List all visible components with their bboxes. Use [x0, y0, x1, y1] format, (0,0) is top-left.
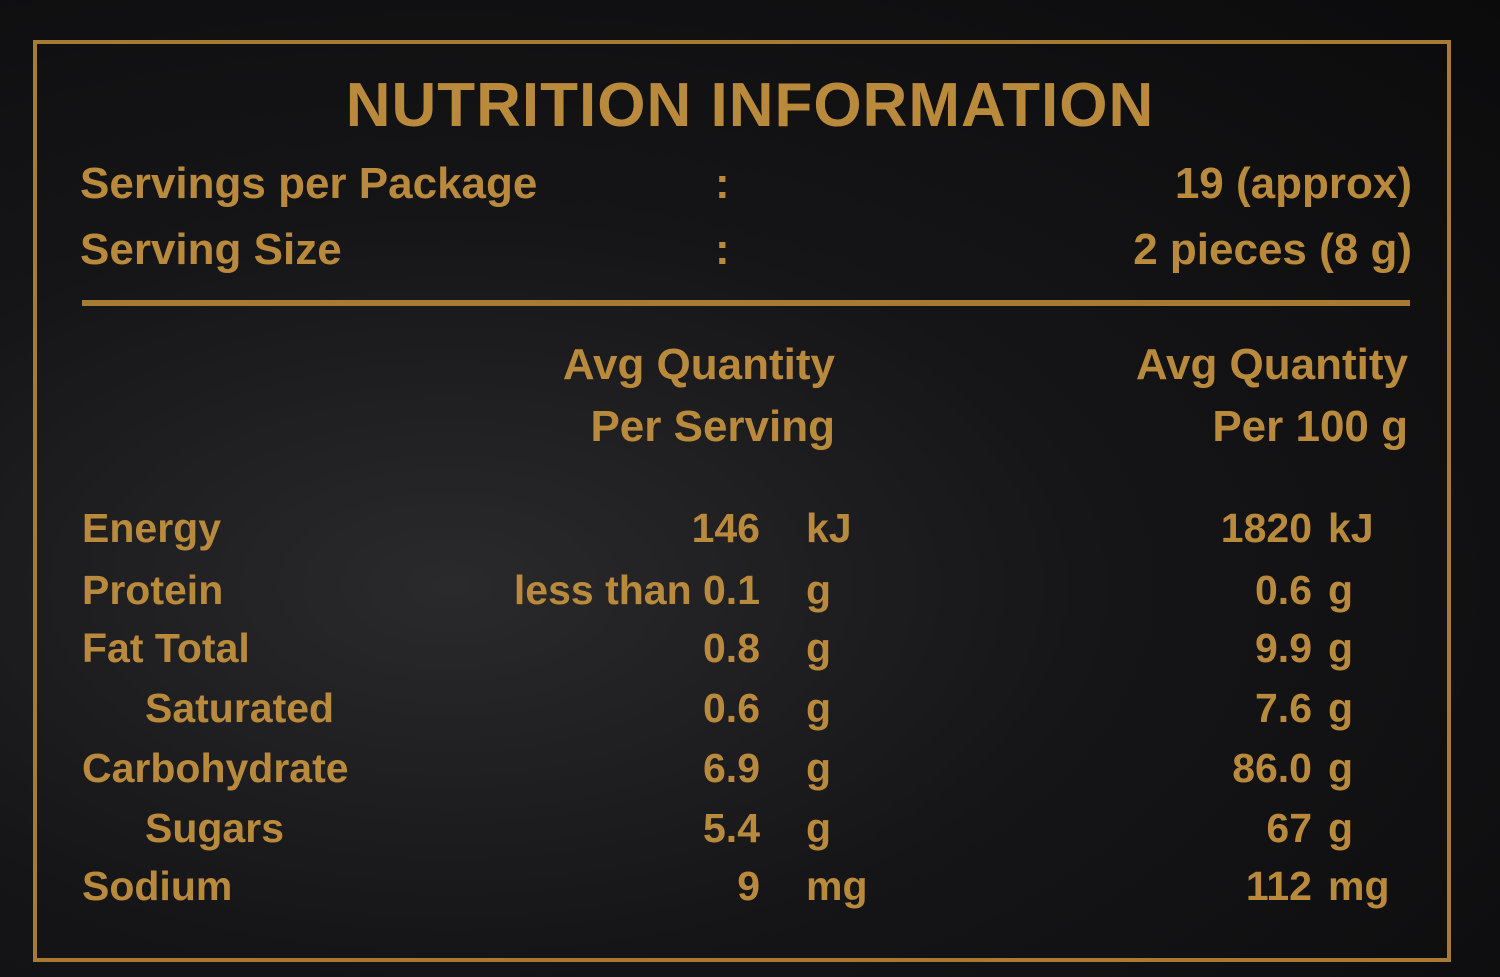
per-serving-unit: g [806, 685, 832, 731]
per-100g-qty: 67 [1266, 805, 1312, 851]
per-100g-unit: g [1328, 745, 1354, 791]
per-serving-qty: 146 [691, 505, 760, 551]
serving-label: Serving Size [80, 225, 342, 274]
per-serving-qty: 0.6 [703, 685, 760, 731]
separator: : [715, 225, 730, 274]
border [33, 40, 1451, 962]
per-100g-unit: g [1328, 685, 1354, 731]
column-header: Avg Quantity [562, 340, 835, 389]
nutrient-name: Energy [82, 505, 221, 551]
per-100g-qty: 7.6 [1255, 685, 1312, 731]
serving-value: 2 pieces (8 g) [1133, 225, 1412, 274]
per-serving-qty: 0.8 [703, 625, 760, 671]
separator: : [715, 159, 730, 208]
nutrient-name: Sugars [145, 805, 284, 851]
divider [82, 300, 1410, 306]
per-100g-qty: 9.9 [1255, 625, 1312, 671]
per-serving-unit: g [806, 805, 832, 851]
per-serving-unit: g [806, 625, 832, 671]
serving-value: 19 (approx) [1174, 159, 1412, 208]
per-100g-unit: g [1328, 805, 1354, 851]
per-100g-qty: 0.6 [1255, 567, 1312, 613]
per-100g-unit: mg [1328, 863, 1390, 909]
per-serving-unit: kJ [806, 505, 852, 551]
per-100g-qty: 86.0 [1232, 745, 1312, 791]
per-serving-qty: 5.4 [703, 805, 760, 851]
nutrient-name: Fat Total [82, 625, 250, 671]
column-header: Per Serving [590, 402, 835, 451]
nutrient-name: Carbohydrate [82, 745, 349, 791]
per-serving-qty: less than 0.1 [513, 567, 760, 613]
per-serving-qty: 9 [737, 863, 760, 909]
column-header: Per 100 g [1212, 402, 1408, 451]
per-serving-unit: g [806, 745, 832, 791]
column-header: Avg Quantity [1135, 340, 1408, 389]
nutrient-name: Saturated [145, 685, 335, 731]
nutrient-name: Protein [82, 567, 224, 613]
per-serving-qty: 6.9 [703, 745, 760, 791]
per-100g-unit: g [1328, 567, 1354, 613]
per-serving-unit: g [806, 567, 832, 613]
per-100g-unit: kJ [1328, 505, 1374, 551]
nutrient-name: Sodium [82, 863, 233, 909]
title: NUTRITION INFORMATION [345, 71, 1155, 140]
per-serving-unit: mg [806, 863, 868, 909]
per-100g-unit: g [1328, 625, 1354, 671]
serving-label: Servings per Package [80, 159, 538, 208]
per-100g-qty: 112 [1245, 863, 1312, 909]
per-100g-qty: 1820 [1220, 505, 1312, 551]
